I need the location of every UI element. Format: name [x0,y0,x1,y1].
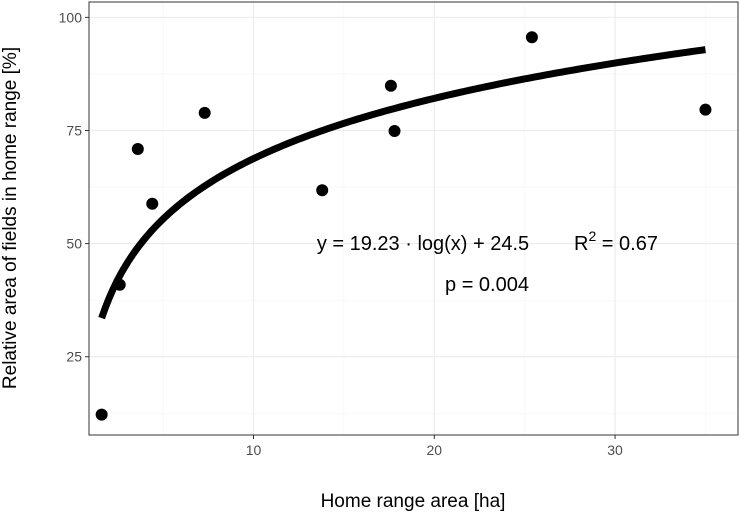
p-value-annotation: p = 0.004 [445,274,529,296]
data-point [146,197,159,210]
y-axis-ticks: 25 50 75 100 [59,9,89,365]
data-point [388,124,401,137]
fit-curve-layer [98,46,706,320]
r-squared-exponent: 2 [588,228,596,244]
data-point [525,31,538,44]
data-point [95,408,108,421]
x-axis-title: Home range area [ha] [321,491,506,512]
x-tick-label: 30 [607,442,623,458]
data-point [198,106,211,119]
panel-border [88,1,739,436]
r-squared-value: = 0.67 [596,233,658,255]
x-tick-label: 20 [427,442,443,458]
y-tick-label: 75 [66,122,82,138]
fit-curve [98,46,706,320]
data-point [699,103,712,116]
y-tick-label: 25 [66,349,82,365]
data-point [316,184,329,197]
major-gridlines [89,2,738,435]
points-layer [95,31,712,421]
r-squared-base: R [574,233,588,255]
data-point [384,79,397,92]
minor-gridlines [89,2,738,435]
data-point [131,143,144,156]
equation-annotation: y = 19.23 · log(x) + 24.5 [317,233,529,255]
x-tick-label: 10 [246,442,262,458]
x-axis-ticks: 10 20 30 [246,435,623,458]
y-tick-label: 100 [59,9,83,25]
data-point [113,278,126,291]
r-squared-annotation: R2 = 0.67 [574,228,658,255]
y-axis-title: Relative area of fields in home range [%… [0,47,21,389]
y-tick-label: 50 [66,236,82,252]
